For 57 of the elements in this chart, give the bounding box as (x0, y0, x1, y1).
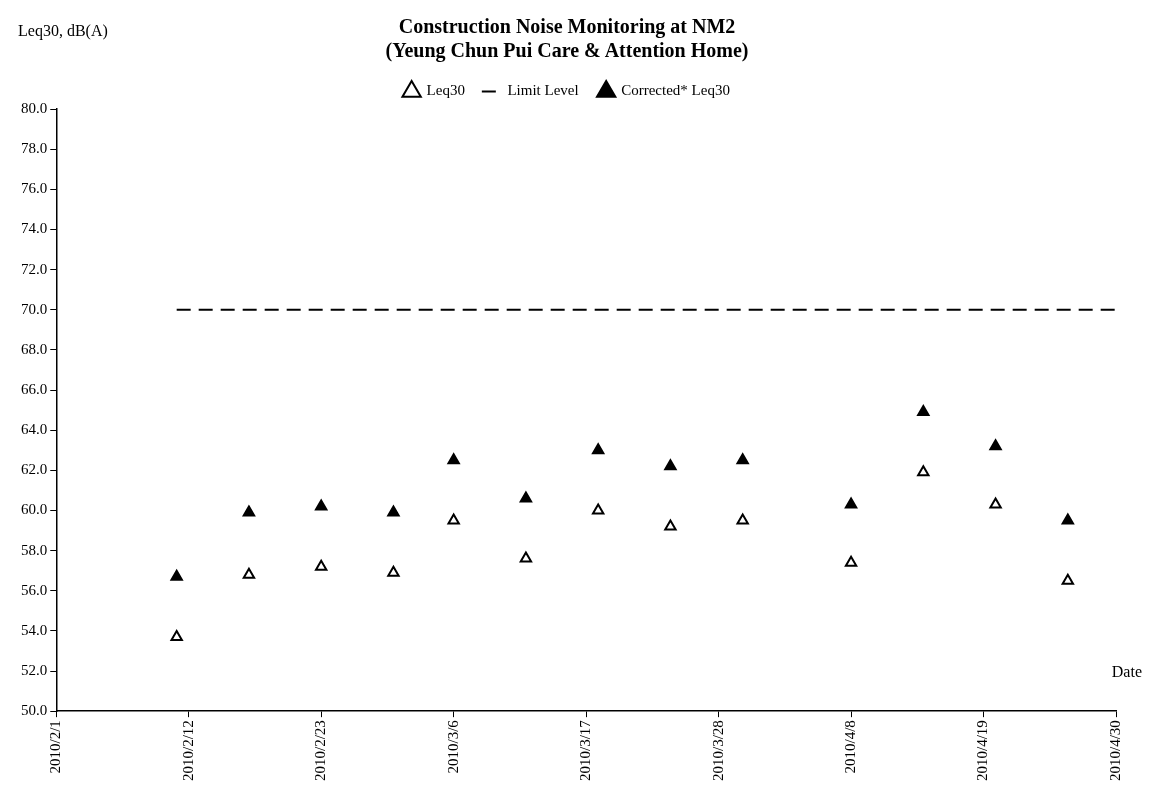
y-tick-label: 78.0 (21, 140, 48, 157)
y-tick-label: 64.0 (21, 421, 48, 438)
legend-label: Corrected* Leq30 (621, 82, 730, 99)
point (314, 499, 328, 511)
y-tick-label: 74.0 (21, 220, 48, 237)
point (989, 497, 1002, 509)
point (447, 453, 460, 465)
y-tick-label: 68.0 (21, 340, 48, 357)
y-tick-label: 54.0 (21, 621, 48, 638)
x-tick-label: 2010/3/6 (444, 719, 461, 774)
point (387, 505, 400, 517)
point (387, 565, 400, 577)
point (736, 453, 749, 465)
y-axis-title: Leq30, dB(A) (18, 22, 108, 41)
x-tick-label: 2010/3/28 (709, 720, 726, 782)
y-tick-label: 50.0 (21, 702, 48, 719)
x-tick-label: 2010/2/12 (179, 720, 196, 782)
chart-title: Construction Noise Monitoring at NM2 (Yeung Chun Pui Care & Attention Home) (385, 15, 749, 63)
y-tick-label: 70.0 (21, 300, 48, 317)
point (1061, 573, 1075, 585)
y-tick-label: 52.0 (21, 661, 48, 678)
point (917, 465, 930, 477)
x-tick-label: 2010/4/30 (1106, 720, 1123, 782)
legend-label: Leq30 (426, 82, 465, 99)
point (447, 513, 460, 525)
y-tick-label: 66.0 (21, 380, 48, 397)
y-tick-label: 62.0 (21, 461, 48, 478)
point (591, 443, 605, 455)
point (664, 459, 677, 471)
point (519, 551, 533, 563)
point (989, 439, 1002, 451)
x-tick-label: 2010/3/17 (577, 719, 594, 782)
y-tick-label: 60.0 (21, 501, 48, 518)
x-axis-title: Date (1111, 663, 1142, 681)
point (170, 569, 183, 581)
legend-label: Limit Level (507, 82, 579, 99)
x-tick-label: 2010/2/23 (312, 720, 329, 782)
x-tick-label: 2010/4/19 (974, 720, 991, 782)
point (844, 555, 858, 567)
point (736, 513, 749, 525)
point (314, 559, 328, 571)
point (519, 491, 533, 503)
y-tick-label: 72.0 (21, 260, 48, 277)
point (242, 567, 256, 579)
point (664, 519, 677, 531)
point (1061, 513, 1075, 525)
point (170, 629, 183, 641)
y-tick-label: 80.0 (21, 99, 48, 116)
point (242, 505, 256, 517)
y-tick-label: 58.0 (21, 541, 48, 558)
point (591, 503, 605, 515)
point (844, 497, 858, 509)
y-tick-label: 56.0 (21, 581, 48, 598)
x-tick-label: 2010/4/8 (842, 720, 858, 774)
y-tick-label: 76.0 (21, 180, 48, 197)
x-tick-label: 2010/2/1 (47, 720, 64, 774)
point (917, 405, 930, 417)
